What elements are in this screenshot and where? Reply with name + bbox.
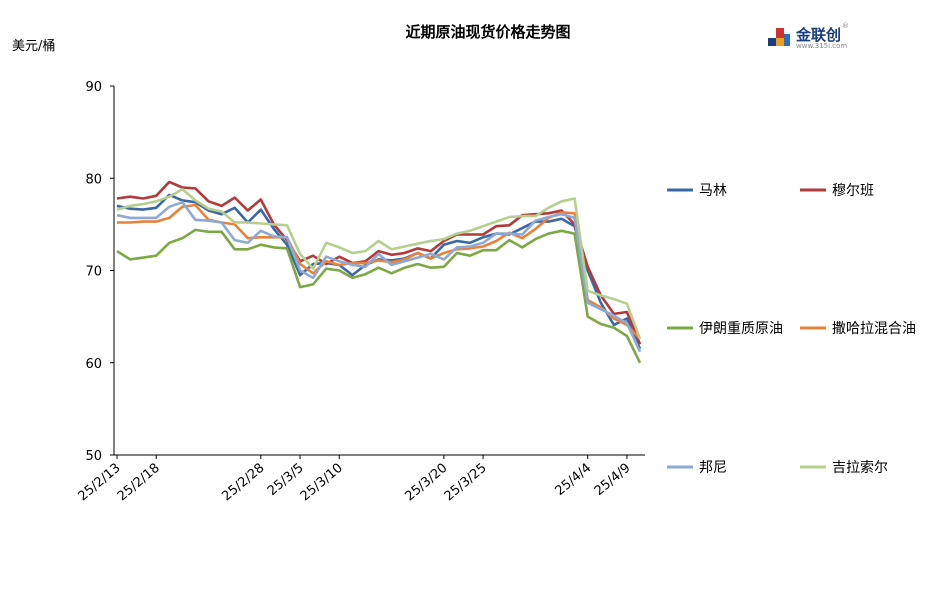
- x-tick-label: 25/3/25: [442, 461, 490, 505]
- logo-icon: [768, 28, 790, 46]
- y-tick-label: 90: [85, 80, 102, 95]
- legend-label: 马林: [699, 183, 727, 199]
- registered-mark: ®: [842, 22, 849, 30]
- series-line-5: [116, 188, 642, 340]
- y-tick-label: 50: [85, 449, 102, 464]
- x-tick-label: 25/2/13: [76, 461, 124, 505]
- series-line-1: [116, 180, 642, 345]
- legend-label: 吉拉索尔: [832, 459, 888, 476]
- x-tick-label: 25/3/20: [402, 461, 450, 505]
- series-line-2: [116, 228, 642, 364]
- legend-label: 撒哈拉混合油: [832, 321, 916, 337]
- legend-label: 邦尼: [699, 460, 727, 476]
- y-axis-ticks: 50 60 70 80 90: [85, 80, 114, 464]
- series-line-4: [116, 200, 642, 353]
- x-tick-label: 25/4/4: [553, 461, 595, 499]
- x-tick-label: 25/2/28: [219, 461, 267, 505]
- logo-name: 金联创: [796, 26, 842, 44]
- logo-url: www.315i.com: [796, 42, 848, 50]
- x-tick-label: 25/2/18: [115, 461, 163, 505]
- x-tick-label: 25/4/9: [592, 461, 634, 499]
- y-tick-label: 60: [85, 357, 102, 372]
- y-tick-label: 80: [85, 172, 102, 187]
- legend-label: 伊朗重质原油: [699, 321, 783, 337]
- x-tick-label: 25/3/10: [298, 461, 346, 505]
- y-axis-label: 美元/桶: [12, 39, 55, 54]
- legend-label: 穆尔班: [832, 183, 874, 199]
- series-group: [116, 180, 642, 364]
- series-line-3: [117, 203, 641, 340]
- chart-title: 近期原油现货价格走势图: [405, 23, 570, 41]
- brand-logo: 金联创 www.315i.com ®: [766, 22, 858, 54]
- y-tick-label: 70: [85, 265, 102, 280]
